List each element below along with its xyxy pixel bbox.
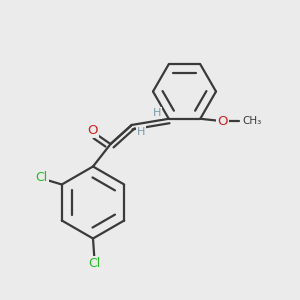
Text: Cl: Cl bbox=[88, 256, 101, 270]
Text: H: H bbox=[153, 108, 161, 118]
Text: Cl: Cl bbox=[35, 171, 47, 184]
Text: CH₃: CH₃ bbox=[242, 116, 262, 126]
Text: O: O bbox=[218, 115, 228, 128]
Text: H: H bbox=[137, 127, 146, 136]
Text: O: O bbox=[87, 124, 98, 137]
